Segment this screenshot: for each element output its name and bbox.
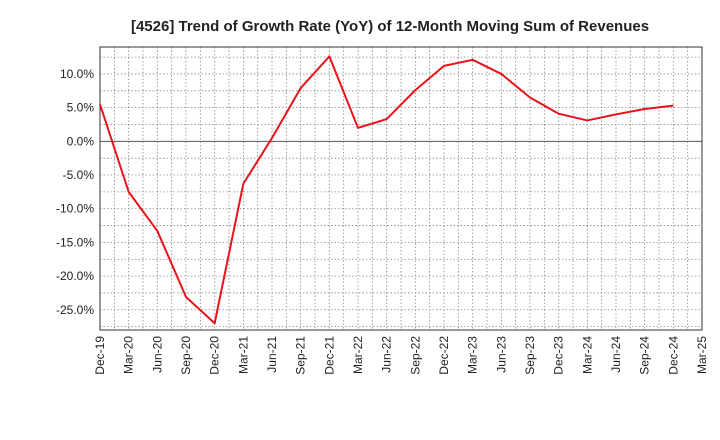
x-tick-label: Sep-23	[523, 336, 537, 375]
plot-area: 10.0% 5.0% 0.0% -5.0% -10.0% -15.0% -20.0% -25.…	[56, 46, 709, 375]
x-tick-label: Jun-22	[380, 336, 394, 373]
x-tick-label: Mar-25	[695, 336, 709, 374]
y-tick-label: 0.0%	[67, 134, 95, 148]
y-tick-label: 5.0%	[67, 101, 95, 115]
x-tick-label: Mar-20	[122, 336, 136, 374]
y-tick-label: -20.0%	[56, 269, 94, 283]
y-tick-label: 10.0%	[60, 67, 94, 81]
plot-border	[99, 46, 703, 331]
y-tick-label: -5.0%	[63, 168, 95, 182]
y-tick-label: -15.0%	[56, 235, 94, 249]
x-tick-label: Dec-21	[322, 336, 336, 375]
x-tick-label: Sep-22	[408, 336, 422, 375]
x-tick-label: Sep-21	[294, 336, 308, 375]
y-tick-label: -25.0%	[56, 303, 94, 317]
y-tick-label: -10.0%	[56, 202, 94, 216]
x-tick-label: Dec-19	[93, 336, 107, 375]
x-tick-label: Dec-20	[208, 336, 222, 375]
chart-title: [4526] Trend of Growth Rate (YoY) of 12-…	[131, 18, 649, 35]
x-tick-label: Jun-21	[265, 336, 279, 373]
x-tick-label: Jun-24	[609, 336, 623, 373]
x-tick-label: Dec-23	[552, 336, 566, 375]
x-tick-label: Jun-23	[494, 336, 508, 373]
x-tick-label: Mar-24	[580, 336, 594, 374]
x-tick-label: Dec-22	[437, 336, 451, 375]
x-tick-label: Mar-21	[236, 336, 250, 374]
x-tick-label: Dec-24	[666, 336, 680, 375]
x-tick-label: Mar-23	[466, 336, 480, 374]
x-tick-label: Sep-20	[179, 336, 193, 375]
x-tick-label: Mar-22	[351, 336, 365, 374]
series-line	[99, 55, 674, 325]
x-tick-label: Jun-20	[150, 336, 164, 373]
x-tick-label: Sep-24	[638, 336, 652, 375]
